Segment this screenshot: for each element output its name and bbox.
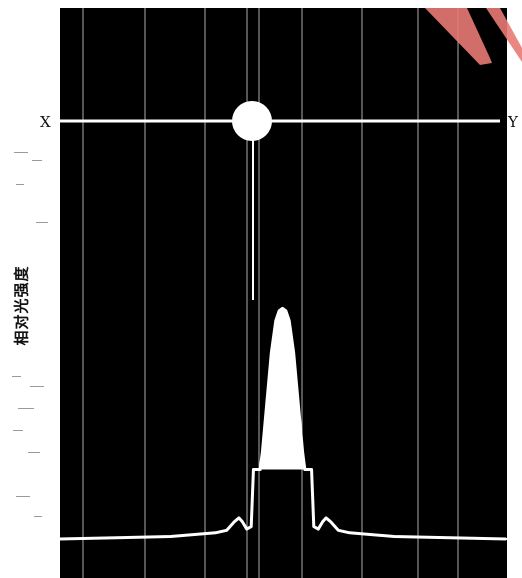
- data-point: [169, 535, 172, 538]
- data-point: [504, 537, 508, 541]
- speck: [12, 376, 21, 377]
- data-point: [310, 468, 313, 471]
- data-point: [245, 527, 248, 531]
- speck: [14, 152, 28, 153]
- data-point: [324, 516, 328, 520]
- data-point: [250, 525, 253, 528]
- data-point: [312, 525, 315, 528]
- data-point: [252, 468, 255, 471]
- data-point: [57, 537, 61, 541]
- speck: [18, 408, 34, 409]
- right-end-label: Y: [507, 113, 519, 131]
- data-point: [329, 520, 332, 523]
- speck: [30, 386, 44, 387]
- central-lobe-fill-0: [253, 308, 312, 470]
- data-point: [292, 351, 295, 355]
- data-point: [258, 468, 262, 471]
- data-point: [301, 451, 304, 454]
- data-point: [303, 468, 307, 471]
- aperture-marker: [232, 101, 272, 141]
- speck: [36, 222, 48, 223]
- corner-mark: [425, 8, 492, 65]
- data-point: [270, 351, 273, 355]
- data-point: [277, 309, 281, 313]
- data-point: [237, 516, 241, 520]
- data-point: [393, 535, 396, 538]
- speck: [16, 184, 24, 185]
- data-point: [261, 451, 264, 454]
- data-point: [241, 520, 244, 523]
- data-point: [337, 529, 340, 532]
- data-point: [288, 319, 291, 322]
- plot-panel: [60, 8, 507, 578]
- data-point: [317, 527, 320, 531]
- data-point: [296, 401, 300, 404]
- data-point: [348, 531, 351, 534]
- data-point: [284, 309, 288, 313]
- data-point: [265, 401, 269, 404]
- data-point: [321, 520, 324, 523]
- speck: [13, 430, 23, 431]
- scan-specks: [10, 150, 52, 540]
- data-point: [233, 520, 236, 523]
- corner-mark-2: [486, 8, 522, 62]
- speck: [28, 452, 40, 453]
- speck: [16, 496, 30, 497]
- speck: [34, 516, 42, 517]
- data-point: [308, 468, 311, 471]
- data-point: [225, 529, 228, 532]
- data-point: [274, 319, 277, 322]
- data-point: [254, 468, 257, 471]
- data-point: [281, 307, 284, 310]
- left-end-label: X: [40, 113, 51, 131]
- speck: [32, 160, 42, 161]
- series-0: [57, 306, 508, 541]
- data-point: [214, 531, 217, 534]
